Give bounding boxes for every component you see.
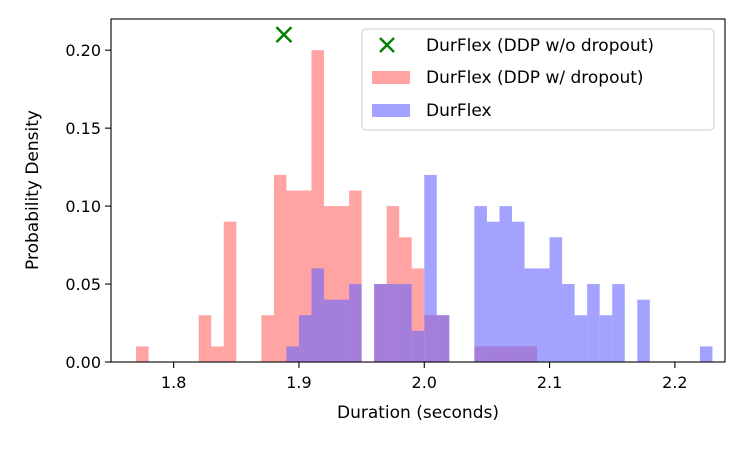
bar-series1-bin-17 xyxy=(537,268,550,362)
bar-series1-bin-12 xyxy=(474,206,487,362)
bar-series1-bin-2 xyxy=(311,268,325,362)
legend-label-ddp-with-dropout: DurFlex (DDP w/ dropout) xyxy=(426,68,644,88)
x-axis: 1.8 1.9 2.0 2.1 2.2 xyxy=(161,362,688,392)
bar-series1-bin-4 xyxy=(336,299,350,362)
y-axis: 0.00 0.05 0.10 0.15 0.20 xyxy=(65,41,111,372)
legend-label-ddp-without-dropout: DurFlex (DDP w/o dropout) xyxy=(426,36,654,56)
bar-series1-bin-15 xyxy=(511,221,525,362)
bar-series0-bin-1 xyxy=(198,315,212,362)
legend-marker-x-icon xyxy=(379,37,395,53)
legend-label-durflex: DurFlex xyxy=(426,101,492,121)
plot-frame xyxy=(110,18,726,363)
bar-series1-bin-23 xyxy=(612,284,625,362)
bar-series1-bin-0 xyxy=(286,346,299,362)
bar-series1-bin-25 xyxy=(699,346,713,362)
legend: DurFlex (DDP w/o dropout) DurFlex (DDP w… xyxy=(361,28,715,131)
marker-layer xyxy=(275,26,293,43)
bar-series1-bin-1 xyxy=(298,315,312,362)
y-axis-label: Probability Density xyxy=(23,110,43,270)
bar-series1-bin-7 xyxy=(386,284,400,362)
bar-series1-bin-3 xyxy=(324,299,337,362)
bar-series0-bin-4 xyxy=(261,315,274,362)
x-tick-label-2: 2.0 xyxy=(412,373,437,392)
bar-series1-bin-14 xyxy=(499,206,512,362)
bar-series1-bin-11 xyxy=(436,315,450,362)
bar-series1-bin-19 xyxy=(562,284,575,362)
bar-series1-bin-8 xyxy=(399,284,412,362)
bar-series1-bin-16 xyxy=(524,268,538,362)
bar-series0-bin-6 xyxy=(286,190,299,362)
legend-swatch-ddp-with-dropout xyxy=(372,71,410,84)
y-tick-label-4: 0.20 xyxy=(65,41,101,60)
bar-series0-bin-0 xyxy=(136,346,149,362)
bar-series1-bin-24 xyxy=(637,299,650,362)
bar-series1-bin-18 xyxy=(549,237,563,362)
x-tick-label-3: 2.1 xyxy=(537,373,562,392)
bar-series1-bin-13 xyxy=(486,221,500,362)
bar-series1-bin-20 xyxy=(574,315,588,362)
bar-series1-bin-6 xyxy=(374,284,387,362)
bars-layer xyxy=(136,50,713,363)
bar-series1-bin-9 xyxy=(411,330,425,362)
bar-series1-bin-10 xyxy=(424,174,437,362)
y-tick-label-1: 0.05 xyxy=(65,275,101,294)
bar-series0-bin-5 xyxy=(273,174,287,362)
y-tick-label-3: 0.15 xyxy=(65,119,101,138)
bar-series0-bin-3 xyxy=(223,221,237,362)
bar-series1-bin-21 xyxy=(587,284,600,362)
bar-series0-bin-2 xyxy=(211,346,224,362)
x-tick-label-4: 2.2 xyxy=(662,373,687,392)
x-axis-label: Duration (seconds) xyxy=(337,403,499,423)
marker-x-point xyxy=(275,26,293,43)
bar-series1-bin-22 xyxy=(599,315,613,362)
y-tick-label-0: 0.00 xyxy=(65,353,101,372)
y-tick-label-2: 0.10 xyxy=(65,197,101,216)
bar-series1-bin-5 xyxy=(349,284,362,362)
x-tick-label-1: 1.9 xyxy=(286,373,311,392)
legend-swatch-durflex xyxy=(372,104,410,117)
legend-frame xyxy=(361,28,715,131)
x-tick-label-0: 1.8 xyxy=(161,373,186,392)
marker-x-stroke-b xyxy=(275,26,293,43)
